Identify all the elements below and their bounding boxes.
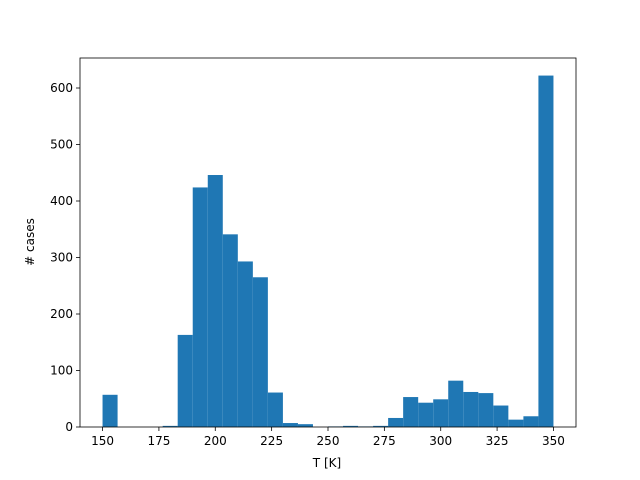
y-tick-label: 500 bbox=[50, 138, 73, 152]
bar bbox=[433, 399, 449, 427]
x-tick-label: 325 bbox=[486, 434, 509, 448]
bar bbox=[102, 394, 118, 427]
x-tick-label: 300 bbox=[429, 434, 452, 448]
bar bbox=[297, 424, 313, 427]
bar bbox=[493, 405, 509, 427]
x-tick-label: 250 bbox=[317, 434, 340, 448]
y-tick-label: 600 bbox=[50, 81, 73, 95]
bar bbox=[267, 392, 283, 427]
bar bbox=[343, 425, 359, 427]
bar bbox=[403, 397, 419, 427]
bar bbox=[538, 75, 554, 428]
bar bbox=[177, 334, 193, 427]
x-tick-label: 225 bbox=[260, 434, 283, 448]
bar bbox=[508, 419, 524, 427]
bar bbox=[207, 175, 223, 427]
bar bbox=[373, 425, 389, 427]
bar bbox=[463, 391, 479, 427]
x-tick-label: 150 bbox=[91, 434, 114, 448]
bar bbox=[523, 416, 539, 427]
bar bbox=[222, 234, 238, 427]
y-tick-label: 0 bbox=[65, 420, 73, 434]
bar bbox=[237, 261, 253, 427]
y-tick-label: 100 bbox=[50, 364, 73, 378]
bar bbox=[388, 417, 404, 427]
y-axis-label: # cases bbox=[23, 218, 37, 266]
y-tick-label: 400 bbox=[50, 194, 73, 208]
plot-frame bbox=[79, 57, 577, 428]
bar bbox=[192, 187, 208, 427]
bar bbox=[448, 380, 464, 427]
x-tick-label: 200 bbox=[204, 434, 227, 448]
x-tick-label: 175 bbox=[147, 434, 170, 448]
y-tick-label: 200 bbox=[50, 307, 73, 321]
x-tick-label: 350 bbox=[542, 434, 565, 448]
bar bbox=[252, 277, 268, 427]
x-tick-label: 275 bbox=[373, 434, 396, 448]
y-tick-label: 300 bbox=[50, 251, 73, 265]
x-axis-label: T [K] bbox=[312, 456, 341, 470]
bar bbox=[478, 393, 494, 427]
bar bbox=[162, 425, 178, 427]
bar bbox=[282, 423, 298, 427]
bar bbox=[418, 402, 434, 427]
